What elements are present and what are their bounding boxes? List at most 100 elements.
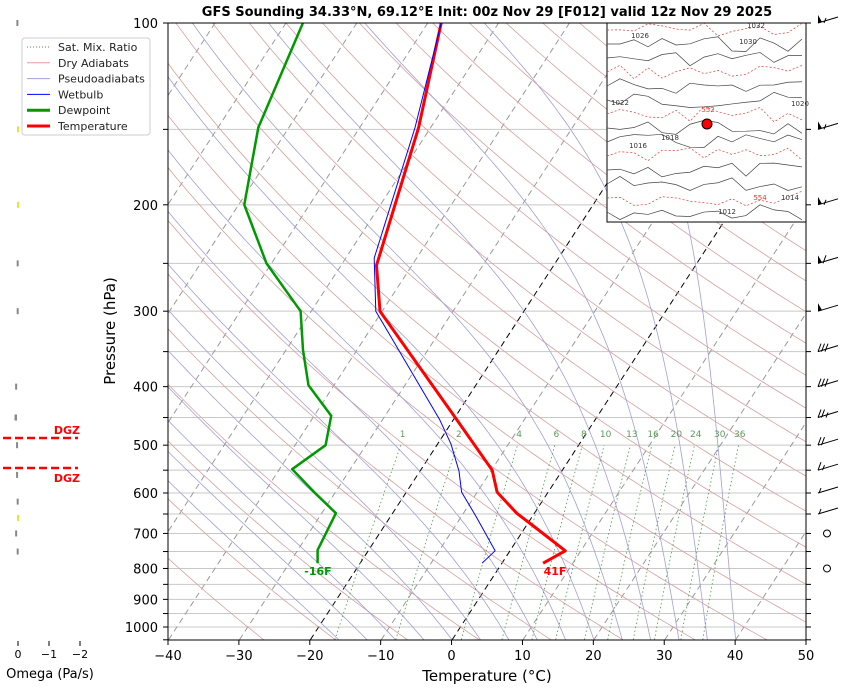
contour-line [606, 92, 803, 108]
x-tick-label: 30 [656, 649, 673, 664]
contour-label: 1016 [629, 142, 647, 150]
barb-full [821, 437, 825, 446]
inset-map: 1026 1032 1030 1022 1018 1016 1020 552 554 1014 10… [606, 22, 809, 223]
contour-line [606, 162, 803, 178]
legend: Sat. Mix. Ratio Dry Adiabats Pseudoadiabat… [21, 37, 151, 136]
contour-line [606, 78, 803, 94]
mixing-ratio-label: 6 [554, 430, 560, 440]
barb-half [825, 412, 829, 418]
contour-label: 552 [701, 106, 714, 114]
mixing-ratio-label: 2 [456, 430, 462, 440]
mixing-ratio-line [607, 445, 653, 640]
barb-staff [817, 345, 839, 353]
barb-staff [817, 438, 839, 446]
pseudoadiabat [168, 210, 538, 640]
isotherm [239, 23, 641, 640]
y-axis-label: Pressure (hPa) [101, 277, 119, 385]
mixing-ratio-label: 10 [600, 430, 612, 440]
legend-label: Sat. Mix. Ratio [58, 41, 138, 54]
barb-half [822, 464, 825, 471]
dgz-label: DGZ [54, 424, 80, 437]
y-tick-label: 900 [133, 593, 158, 608]
dewpoint-line [243, 23, 338, 564]
mixing-ratio-line [501, 445, 556, 640]
contour-label: 1018 [661, 134, 679, 142]
dry-adiabat [359, 23, 806, 376]
dry-adiabat [168, 498, 336, 640]
pseudoadiabat [364, 23, 680, 640]
isotherm [168, 23, 500, 533]
barb-full [821, 378, 825, 387]
plot-frame [167, 22, 807, 641]
pseudoadiabat [168, 149, 566, 640]
dry-adiabat [212, 23, 806, 512]
contour-line [606, 190, 803, 207]
isotherm [168, 23, 358, 315]
wind-barb-icon [817, 437, 839, 446]
wind-barb-icon [817, 303, 839, 312]
contour-line [606, 52, 803, 67]
omega-bar [16, 498, 19, 505]
pseudoadiabat [484, 23, 708, 640]
dry-adiabat [168, 383, 480, 640]
omega-bar [15, 383, 18, 390]
y-tick-label: 1000 [125, 621, 158, 636]
dry-adiabat [168, 219, 696, 640]
contour-label: 1014 [781, 194, 799, 202]
omega-bar [17, 515, 19, 522]
omega-tick-label: 0 [15, 648, 22, 661]
surface-dewpoint-label: -16F [304, 565, 331, 578]
y-tick-label: 400 [133, 381, 158, 396]
contour-label: 1032 [747, 22, 765, 30]
wind-barb-icon [817, 121, 839, 130]
pseudoadiabat [168, 263, 510, 640]
mixing-ratio-line [680, 445, 719, 640]
mixing-ratio-label: 20 [671, 430, 683, 440]
profile-lines [243, 23, 567, 565]
x-tick-label: 50 [798, 649, 815, 664]
mixing-ratio-label: 16 [647, 430, 659, 440]
dry-adiabat [395, 23, 806, 344]
calm-wind-icon [823, 529, 831, 538]
legend-label: Wetbulb [58, 88, 103, 101]
contour-line [606, 147, 803, 162]
pseudoadiabat [168, 309, 481, 640]
barb-full [821, 409, 825, 418]
mixing-ratio-label: 13 [626, 430, 637, 440]
contour-label: 1030 [739, 38, 757, 46]
barb-full [817, 378, 822, 387]
omega-bar [16, 442, 19, 449]
barb-flag [818, 15, 822, 23]
mixing-ratio-line [460, 445, 518, 640]
dry-adiabat [168, 328, 552, 640]
mixing-ratio-line [654, 445, 695, 640]
wind-barb-icon [817, 507, 839, 515]
dry-adiabat [168, 114, 806, 623]
calm-wind-icon [823, 564, 831, 573]
barb-full [821, 343, 825, 352]
pseudoadiabat [168, 386, 425, 640]
barb-flag [818, 303, 822, 312]
legend-label: Pseudoadiabats [58, 73, 145, 86]
wetbulb-line [373, 23, 496, 564]
isotherm [168, 23, 429, 424]
chart-title: GFS Sounding 34.33°N, 69.12°E Init: 00z … [202, 5, 772, 20]
dry-adiabat [285, 23, 806, 443]
mixing-ratio-line [395, 445, 458, 640]
contour-label: 1020 [791, 100, 809, 108]
contour-line [606, 105, 803, 123]
mixing-ratio-label: 8 [581, 430, 587, 440]
barb-half [823, 124, 827, 130]
location-marker [701, 118, 713, 130]
mixing-ratio-line [702, 445, 739, 640]
x-tick-label: −30 [225, 649, 252, 664]
pseudoadiabat [612, 23, 737, 640]
dry-adiabat [168, 62, 806, 585]
contour-label: 1022 [611, 99, 629, 107]
barb-half [818, 508, 822, 515]
omega-tick-label: −1 [41, 648, 57, 661]
barb-full [817, 409, 822, 418]
isotherm [168, 23, 570, 640]
wind-barb-icon [817, 196, 839, 206]
y-tick-label: 700 [133, 527, 158, 542]
